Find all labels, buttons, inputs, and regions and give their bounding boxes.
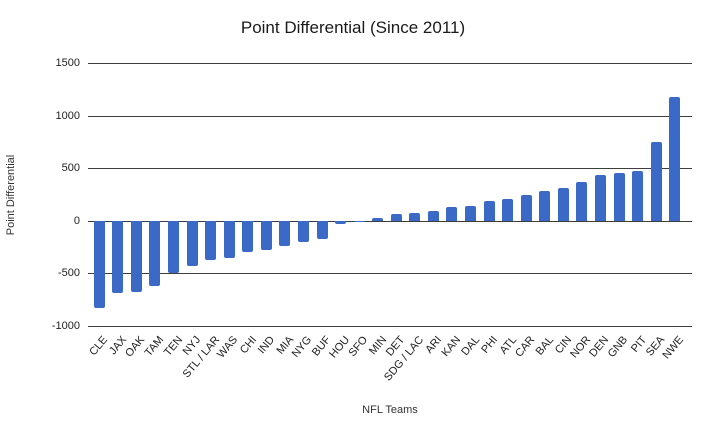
bar-cle[interactable] <box>94 220 105 308</box>
y-tick-label: -500 <box>57 267 80 279</box>
bar-min[interactable] <box>372 218 383 221</box>
gridline--1000 <box>88 326 692 327</box>
gridline-500 <box>88 168 692 169</box>
bar-nyj[interactable] <box>187 220 198 266</box>
bar-tam[interactable] <box>149 220 160 287</box>
gridline-0 <box>88 221 692 222</box>
bar-mia[interactable] <box>279 220 290 247</box>
bar-cin[interactable] <box>558 187 569 221</box>
y-tick-label: 0 <box>73 215 80 227</box>
bar-was[interactable] <box>224 220 235 258</box>
y-tick-label: 1500 <box>55 57 80 69</box>
y-tick-label: 1000 <box>55 110 80 122</box>
gridline-1000 <box>88 116 692 117</box>
bar-oak[interactable] <box>131 220 142 293</box>
y-tick-label: -1000 <box>51 320 80 332</box>
bar-den[interactable] <box>595 174 606 221</box>
gridline--500 <box>88 273 692 274</box>
bar-kan[interactable] <box>446 207 457 221</box>
bar-det[interactable] <box>391 214 402 221</box>
bar-sea[interactable] <box>651 142 662 221</box>
chart-title: Point Differential (Since 2011) <box>240 18 466 37</box>
bar-sfo[interactable] <box>354 220 365 222</box>
y-tick-label: 500 <box>61 162 80 174</box>
bar-gnb[interactable] <box>614 173 625 221</box>
bar-nwe[interactable] <box>669 96 680 221</box>
bar-jax[interactable] <box>112 220 123 294</box>
bar-hou[interactable] <box>335 220 346 224</box>
bar-buf[interactable] <box>317 220 328 239</box>
bar-phi[interactable] <box>484 201 495 221</box>
bar-ten[interactable] <box>168 220 179 274</box>
bar-dal[interactable] <box>465 205 476 221</box>
bar-nyg[interactable] <box>298 220 309 243</box>
bar-ind[interactable] <box>261 220 272 251</box>
gridline-1500 <box>88 63 692 64</box>
bar-chi[interactable] <box>242 220 253 253</box>
bar-atl[interactable] <box>502 198 513 221</box>
x-axis-title: NFL Teams <box>362 404 418 416</box>
bar-bal[interactable] <box>539 190 550 221</box>
bar-sdg-lac[interactable] <box>409 213 420 221</box>
bar-nor[interactable] <box>576 182 587 221</box>
bar-car[interactable] <box>521 194 532 221</box>
bar-pit[interactable] <box>632 171 643 221</box>
bar-ari[interactable] <box>428 210 439 221</box>
bar-stl-lar[interactable] <box>205 220 216 260</box>
